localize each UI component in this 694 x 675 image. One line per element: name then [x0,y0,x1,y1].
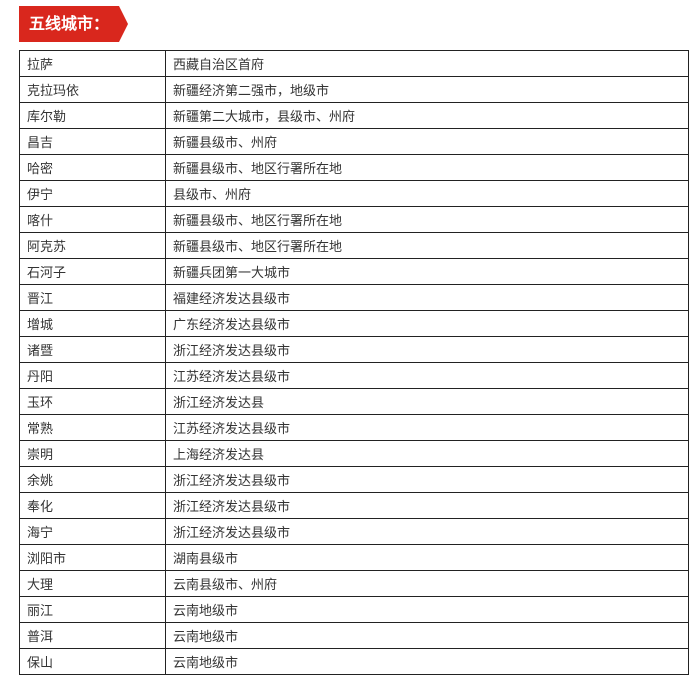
city-description-cell: 浙江经济发达县级市 [165,518,689,545]
city-name-cell: 石河子 [19,258,166,285]
city-description-cell: 西藏自治区首府 [165,50,689,77]
city-name-cell: 哈密 [19,154,166,181]
city-name-cell: 库尔勒 [19,102,166,129]
table-row: 保山 云南地级市 [19,648,689,675]
city-name-cell: 普洱 [19,622,166,649]
city-description-cell: 县级市、州府 [165,180,689,207]
city-name-cell: 晋江 [19,284,166,311]
city-description-cell: 新疆兵团第一大城市 [165,258,689,285]
section-heading: 五线城市： [19,6,128,42]
table-row: 克拉玛依 新疆经济第二强市，地级市 [19,76,689,103]
city-name-cell: 常熟 [19,414,166,441]
city-name-cell: 大理 [19,570,166,597]
table-row: 大理 云南县级市、州府 [19,570,689,597]
city-table: 拉萨 西藏自治区首府 克拉玛依 新疆经济第二强市，地级市 库尔勒 新疆第二大城市，县级市、… [19,50,689,675]
table-row: 库尔勒 新疆第二大城市，县级市、州府 [19,102,689,129]
table-row: 丹阳 江苏经济发达县级市 [19,362,689,389]
city-name-cell: 余姚 [19,466,166,493]
city-name-cell: 丹阳 [19,362,166,389]
city-name-cell: 玉环 [19,388,166,415]
city-description-cell: 浙江经济发达县级市 [165,336,689,363]
table-row: 玉环 浙江经济发达县 [19,388,689,415]
city-description-cell: 新疆县级市、地区行署所在地 [165,154,689,181]
table-row: 海宁 浙江经济发达县级市 [19,518,689,545]
table-row: 昌吉 新疆县级市、州府 [19,128,689,155]
table-row: 丽江 云南地级市 [19,596,689,623]
table-row: 石河子 新疆兵团第一大城市 [19,258,689,285]
table-row: 阿克苏 新疆县级市、地区行署所在地 [19,232,689,259]
city-description-cell: 福建经济发达县级市 [165,284,689,311]
city-name-cell: 浏阳市 [19,544,166,571]
table-row: 喀什 新疆县级市、地区行署所在地 [19,206,689,233]
table-row: 普洱 云南地级市 [19,622,689,649]
table-row: 奉化 浙江经济发达县级市 [19,492,689,519]
city-description-cell: 云南地级市 [165,596,689,623]
city-name-cell: 诸暨 [19,336,166,363]
city-name-cell: 伊宁 [19,180,166,207]
city-description-cell: 新疆县级市、州府 [165,128,689,155]
city-description-cell: 新疆第二大城市，县级市、州府 [165,102,689,129]
city-description-cell: 浙江经济发达县 [165,388,689,415]
table-row: 常熟 江苏经济发达县级市 [19,414,689,441]
city-description-cell: 江苏经济发达县级市 [165,362,689,389]
city-description-cell: 新疆县级市、地区行署所在地 [165,232,689,259]
table-row: 崇明 上海经济发达县 [19,440,689,467]
city-name-cell: 阿克苏 [19,232,166,259]
table-row: 哈密 新疆县级市、地区行署所在地 [19,154,689,181]
city-name-cell: 海宁 [19,518,166,545]
table-row: 拉萨 西藏自治区首府 [19,50,689,77]
city-name-cell: 拉萨 [19,50,166,77]
city-name-cell: 奉化 [19,492,166,519]
city-description-cell: 云南地级市 [165,622,689,649]
table-row: 余姚 浙江经济发达县级市 [19,466,689,493]
city-name-cell: 喀什 [19,206,166,233]
city-name-cell: 克拉玛依 [19,76,166,103]
city-name-cell: 崇明 [19,440,166,467]
table-row: 浏阳市 湖南县级市 [19,544,689,571]
city-description-cell: 江苏经济发达县级市 [165,414,689,441]
city-name-cell: 昌吉 [19,128,166,155]
table-row: 诸暨 浙江经济发达县级市 [19,336,689,363]
city-description-cell: 湖南县级市 [165,544,689,571]
city-name-cell: 增城 [19,310,166,337]
city-description-cell: 广东经济发达县级市 [165,310,689,337]
city-description-cell: 新疆县级市、地区行署所在地 [165,206,689,233]
table-row: 晋江 福建经济发达县级市 [19,284,689,311]
table-row: 伊宁 县级市、州府 [19,180,689,207]
city-description-cell: 上海经济发达县 [165,440,689,467]
table-row: 增城 广东经济发达县级市 [19,310,689,337]
city-name-cell: 保山 [19,648,166,675]
city-description-cell: 新疆经济第二强市，地级市 [165,76,689,103]
city-description-cell: 浙江经济发达县级市 [165,492,689,519]
city-name-cell: 丽江 [19,596,166,623]
city-description-cell: 云南地级市 [165,648,689,675]
city-description-cell: 云南县级市、州府 [165,570,689,597]
city-description-cell: 浙江经济发达县级市 [165,466,689,493]
